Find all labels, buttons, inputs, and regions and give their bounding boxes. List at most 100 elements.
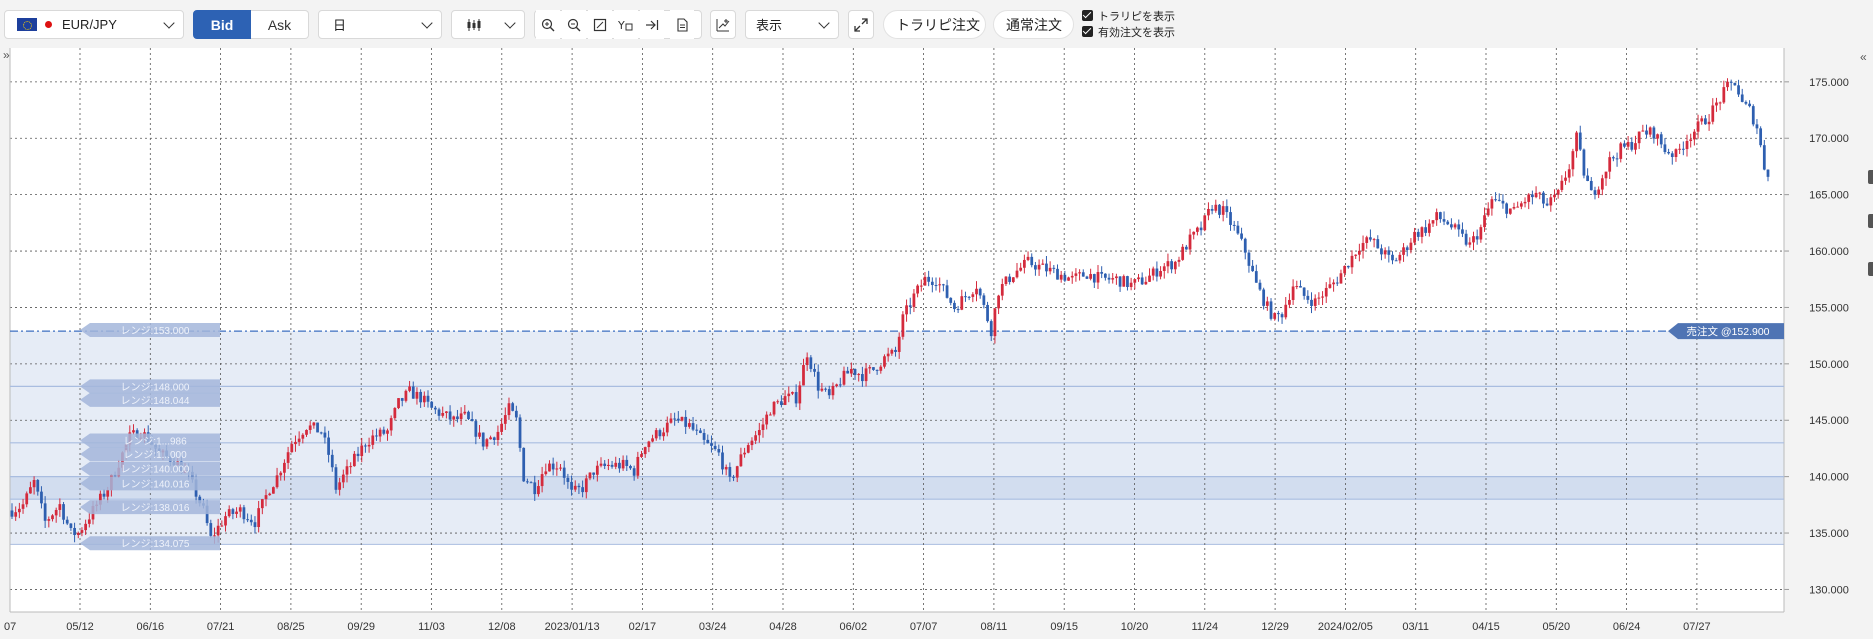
side-panel-tab[interactable] [1868,170,1873,184]
symbol-select[interactable]: EUR/JPY [4,10,184,39]
candle-body [1497,199,1501,201]
zoom-in-icon[interactable] [536,10,560,39]
timeframe-label: 日 [333,18,347,33]
candle-body [279,472,283,476]
x-axis-tick-label: 12/29 [1261,621,1289,633]
candle-body [1015,270,1019,278]
range-label[interactable]: レンジ:148.044 [80,392,220,407]
range-label-text: レンジ:1...986 [123,437,187,448]
candle-body [1685,141,1689,150]
x-axis-tick-label: 08/11 [981,621,1008,633]
candle-body [481,432,485,447]
chevron-down-icon [163,17,175,29]
candle-body [658,430,662,437]
candle-body [1034,265,1037,270]
zoom-out-icon[interactable] [562,10,586,39]
candle-body [827,389,831,396]
candle-body [1505,203,1509,214]
side-panel-tab[interactable] [1868,214,1873,228]
y-axis-tick-label: 140.000 [1809,472,1849,484]
candle-body [1369,237,1372,240]
candle-body [1074,273,1078,276]
candle-body [603,463,607,466]
candle-body [875,369,879,371]
ask-button[interactable]: Ask [251,10,309,39]
candle-body [500,423,503,432]
fit-icon[interactable] [588,10,612,39]
candle-body [235,511,238,514]
candle-body [441,412,445,416]
candle-body [938,284,942,286]
range-label[interactable]: レンジ:1...986 [80,433,220,448]
candle-body [1137,277,1140,280]
candle-body [1288,299,1291,305]
sell-order-text: 売注文 @152.900 [1686,325,1769,338]
range-label[interactable]: レンジ:140.000 [80,461,220,476]
candle-body [1531,194,1534,198]
fullscreen-icon[interactable] [848,10,874,39]
x-axis-tick-label: 02/17 [629,621,657,633]
x-axis-tick-label: 07/21 [207,621,235,633]
candle-body [286,452,290,463]
candle-body [87,519,91,524]
drawing-icon[interactable] [710,10,736,39]
candle-body [1048,267,1052,272]
sell-order-label[interactable]: 売注文 @152.900 [1668,323,1784,340]
range-label[interactable]: レンジ:134.075 [80,536,220,551]
candle-body [901,314,905,337]
candle-body [643,447,647,455]
jump-latest-icon[interactable] [640,10,664,39]
show-trap-checkbox[interactable]: トラリピを表示 [1082,9,1175,23]
collapse-left-icon[interactable]: » [3,48,10,62]
candle-body [967,296,971,298]
candle-body [1225,206,1229,213]
document-icon[interactable] [670,10,694,39]
range-label[interactable]: レンジ:1...000 [80,447,220,462]
range-label[interactable]: レンジ:138.016 [80,500,220,515]
timeframe-select[interactable]: 日 [318,10,442,39]
candle-body [1608,157,1612,172]
candle-body [772,401,776,415]
candle-body [522,447,526,482]
candle-body [846,370,850,374]
candle-body [1475,236,1479,240]
candle-body [982,295,986,305]
range-label[interactable]: レンジ:148.000 [80,379,220,394]
range-label[interactable]: レンジ:153.000 [80,323,220,337]
candle-body [1365,237,1369,243]
candle-body [1729,81,1733,83]
candle-body [1284,304,1288,318]
candle-body [1652,127,1656,139]
candle-body [919,285,923,287]
candle-body [1464,233,1468,245]
candle-body [1122,276,1126,287]
chart-type-select[interactable] [451,10,525,39]
indicator-icon[interactable]: Y [614,10,638,39]
price-chart[interactable]: 130.000 135.000 140.000 145.000 150.000 155.0… [0,48,1873,639]
candle-body [835,384,839,387]
trap-repeat-order-button[interactable]: トラリピ注文 [883,10,986,39]
candle-body [1394,260,1398,262]
candle-body [62,504,65,520]
bid-button[interactable]: Bid [193,10,251,39]
candle-body [330,454,334,468]
range-label[interactable]: レンジ:140.016 [80,476,220,491]
x-axis-tick-label: 11/24 [1191,621,1218,633]
display-select[interactable]: 表示 [745,10,839,39]
candle-body [669,418,673,423]
candle-body [507,403,511,416]
side-panel-tab[interactable] [1868,262,1873,276]
candle-body [1324,287,1328,297]
candle-body [1026,256,1030,260]
candle-body [1380,248,1383,255]
candle-body [1589,180,1593,191]
normal-order-button[interactable]: 通常注文 [993,10,1074,39]
collapse-right-icon[interactable]: « [1860,50,1867,64]
show-orders-checkbox[interactable]: 有効注文を表示 [1082,25,1175,39]
candle-body [1361,242,1365,251]
candle-body [1438,212,1442,220]
candle-body [923,276,927,286]
candle-body [978,288,982,296]
candle-body [964,296,967,298]
candlestick-chart[interactable]: 130.000 135.000 140.000 145.000 150.000 155.0… [0,48,1873,639]
